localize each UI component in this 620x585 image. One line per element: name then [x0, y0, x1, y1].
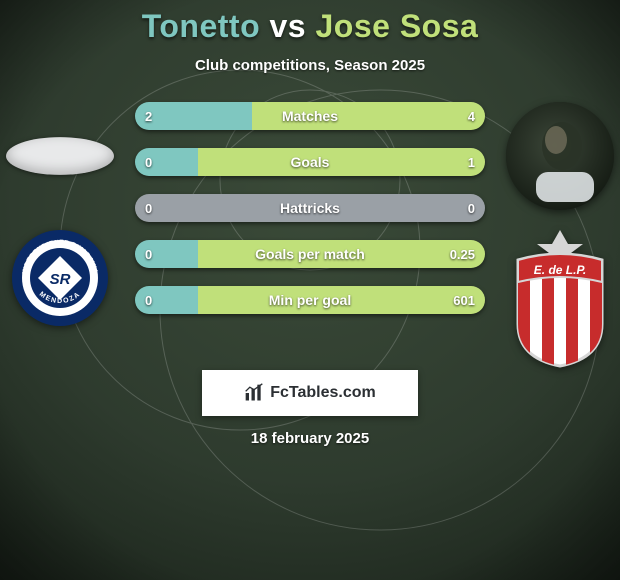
stat-bar-left-fill [135, 286, 198, 314]
stat-bar-row: Goals per match00.25 [135, 240, 485, 268]
title-vs: vs [260, 8, 315, 44]
right-player-column: E. de L.P. [500, 102, 620, 368]
watermark: FcTables.com [202, 370, 418, 416]
stat-bar-left-fill [135, 102, 252, 130]
stat-bar-left-fill [135, 148, 198, 176]
left-player-avatar [6, 137, 114, 175]
stat-bar-row: Matches24 [135, 102, 485, 130]
stat-bar-right-fill [198, 240, 485, 268]
stat-bar-right-fill [252, 102, 485, 130]
right-crest-top-text: E. de L.P. [534, 263, 586, 277]
stat-bar-right-fill [198, 148, 485, 176]
right-player-avatar [506, 102, 614, 210]
stat-bar-right-fill [310, 194, 485, 222]
left-player-column: INDEPENDIENTE RIVADAVIA MENDOZA SR [0, 102, 120, 328]
stat-bar-right-fill [198, 286, 485, 314]
watermark-text: FcTables.com [270, 384, 376, 402]
stat-bar-row: Min per goal0601 [135, 286, 485, 314]
stat-bar-row: Goals01 [135, 148, 485, 176]
page-title: Tonetto vs Jose Sosa [0, 0, 620, 45]
subtitle: Club competitions, Season 2025 [0, 57, 620, 74]
date: 18 february 2025 [0, 430, 620, 447]
stat-bar-left-fill [135, 240, 198, 268]
chart-icon [244, 383, 264, 403]
stat-bar-row: Hattricks00 [135, 194, 485, 222]
left-club-crest: INDEPENDIENTE RIVADAVIA MENDOZA SR [10, 228, 110, 328]
stat-bar-left-fill [135, 194, 310, 222]
comparison-arena: INDEPENDIENTE RIVADAVIA MENDOZA SR [0, 102, 620, 314]
left-crest-monogram: SR [50, 271, 71, 288]
title-left-name: Tonetto [142, 8, 260, 44]
title-right-name: Jose Sosa [315, 8, 478, 44]
stat-bars: Matches24 Goals01 Hattricks00 Goals per mat… [135, 102, 485, 314]
right-club-crest: E. de L.P. [510, 228, 610, 368]
